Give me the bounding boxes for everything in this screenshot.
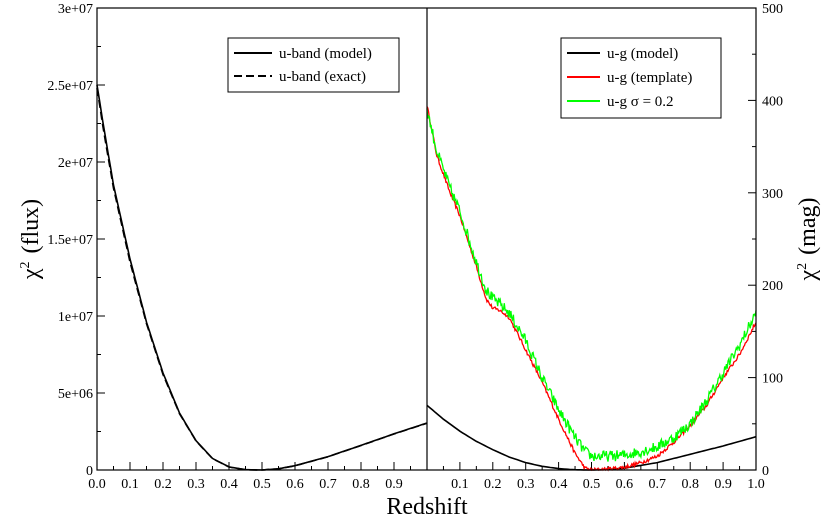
left-y-tick-label: 1.5e+07 — [47, 233, 93, 248]
right-y-tick-label: 500 — [762, 2, 783, 17]
left-legend: u-band (model) u-band (exact) — [227, 37, 400, 93]
series-u-g-model- — [426, 404, 757, 471]
right-y-unit: (mag) — [795, 198, 821, 255]
left-x-tick-label: 0.1 — [121, 477, 139, 492]
svg-text:χ2(mag): χ2 (mag) — [795, 198, 821, 282]
right-x-tick-label: 0.7 — [649, 477, 667, 492]
right-legend: u-g (model) u-g (template) u-g σ = 0.2 — [560, 37, 722, 119]
left-y-tick-label: 0 — [86, 464, 93, 479]
right-y-axis-title: χ2 (mag) — [795, 198, 821, 282]
series-u-g-template- — [426, 106, 757, 472]
legend-label-u-g-model: u-g (model) — [607, 46, 678, 62]
legend-label-u-g-template: u-g (template) — [607, 70, 692, 86]
left-x-tick-label: 0.2 — [154, 477, 172, 492]
left-x-tick-label: 0.3 — [187, 477, 205, 492]
left-y-tick-label: 3e+07 — [58, 2, 93, 17]
right-x-tick-label: 0.2 — [484, 477, 502, 492]
right-x-tick-label: 0.8 — [681, 477, 699, 492]
right-y-tick-label: 100 — [762, 372, 783, 387]
right-x-tick-label: 0.4 — [550, 477, 568, 492]
svg-text:χ2(flux): χ2 (flux) — [18, 199, 44, 280]
left-y-symbol: χ — [18, 268, 44, 280]
left-y-axis-title: χ2 (flux) — [18, 199, 44, 280]
left-x-tick-label: 0.5 — [253, 477, 271, 492]
legend-label-u-g-sigma: u-g σ = 0.2 — [607, 94, 674, 110]
left-x-tick-label: 0.8 — [352, 477, 370, 492]
right-y-tick-label: 300 — [762, 187, 783, 202]
right-x-tick-label: 0.3 — [517, 477, 535, 492]
series-u-band-exact- — [96, 87, 428, 471]
left-y-tick-label: 2.5e+07 — [47, 79, 93, 94]
series-u-band-model- — [96, 84, 428, 471]
x-axis-title: Redshift — [386, 494, 468, 520]
left-x-tick-label: 0.4 — [220, 477, 238, 492]
right-y-superscript: 2 — [795, 263, 810, 270]
series-u-g-0-2 — [426, 108, 757, 462]
right-y-tick-label: 200 — [762, 279, 783, 294]
left-y-tick-label: 1e+07 — [58, 310, 93, 325]
left-y-tick-label: 2e+07 — [58, 156, 93, 171]
left-y-superscript: 2 — [18, 262, 33, 269]
right-y-tick-label: 400 — [762, 94, 783, 109]
right-y-tick-label: 0 — [762, 464, 769, 479]
right-x-tick-label: 0.1 — [451, 477, 469, 492]
left-x-tick-label: 0.9 — [385, 477, 403, 492]
right-x-tick-label: 1.0 — [747, 477, 765, 492]
left-y-unit: (flux) — [18, 199, 44, 254]
left-y-tick-label: 5e+06 — [58, 387, 93, 402]
right-x-tick-label: 0.5 — [583, 477, 601, 492]
legend-label-u-band-exact: u-band (exact) — [279, 69, 366, 85]
right-x-tick-label: 0.9 — [714, 477, 732, 492]
right-y-symbol: χ — [795, 269, 821, 281]
left-x-tick-label: 0.6 — [286, 477, 304, 492]
left-x-tick-label: 0.7 — [319, 477, 337, 492]
left-legend-box — [227, 37, 400, 93]
legend-label-u-band-model: u-band (model) — [279, 46, 372, 62]
right-x-tick-label: 0.6 — [616, 477, 634, 492]
left-x-tick-label: 0.0 — [88, 477, 106, 492]
